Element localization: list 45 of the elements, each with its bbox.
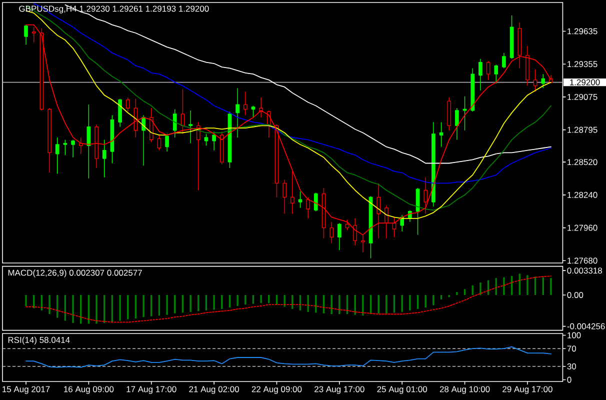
candlestick	[338, 222, 342, 250]
x-tick-label: 22 Aug 09:00	[252, 386, 302, 394]
x-tick-label: 23 Aug 17:00	[314, 386, 364, 394]
y-tick-label: 0	[567, 376, 572, 383]
y-tick-label: 1.29075	[568, 94, 598, 100]
y-tick-label: 0.00	[567, 292, 584, 298]
candlestick	[424, 176, 428, 214]
candlestick	[455, 108, 459, 140]
y-tick-label: 1.28795	[568, 126, 598, 133]
x-tick-label: 25 Aug 01:00	[377, 386, 428, 394]
candlestick	[102, 139, 106, 178]
candlestick	[526, 46, 530, 86]
candlestick	[478, 58, 482, 91]
y-tick-label: 1.27680	[568, 258, 598, 264]
x-tick-label: 17 Aug 17:00	[126, 386, 176, 394]
x-tick-label: 16 Aug 09:00	[64, 386, 114, 394]
candlestick	[118, 98, 122, 128]
candlestick	[188, 110, 192, 144]
x-tick-label: 29 Aug 17:00	[502, 386, 552, 394]
x-tick-label: 15 Aug 2017	[2, 386, 50, 394]
y-tick-label: 1.29355	[568, 61, 598, 68]
candlestick	[330, 222, 334, 244]
chart-title: MACD(12,26,9) 0.002307 0.002577	[8, 270, 142, 278]
candlestick	[94, 124, 98, 168]
chart-title: RSI(14) 58.0414	[8, 336, 70, 345]
candlestick	[439, 122, 444, 148]
ref-line-label: 1.29200	[570, 79, 600, 86]
y-tick-label: 30	[567, 363, 576, 370]
candlestick	[314, 192, 318, 212]
candlestick	[462, 96, 467, 131]
candlestick	[432, 122, 436, 208]
y-tick-label: 70	[567, 346, 576, 352]
candlestick	[48, 108, 52, 173]
y-tick-label: -0.004256	[567, 323, 605, 330]
y-tick-label: 1.28240	[568, 192, 598, 198]
y-tick-label: 1.29635	[568, 28, 598, 34]
candlestick	[282, 179, 286, 214]
candlestick	[290, 171, 294, 214]
y-tick-label: 1.27960	[568, 224, 598, 231]
x-tick-label: 28 Aug 10:00	[440, 386, 490, 394]
y-tick-label: 1.28520	[568, 159, 598, 166]
x-tick-label: 21 Aug 02:00	[189, 386, 239, 394]
y-tick-label: 0.003318	[567, 268, 602, 274]
candlestick	[236, 88, 240, 138]
y-tick-label: 100	[568, 332, 581, 338]
